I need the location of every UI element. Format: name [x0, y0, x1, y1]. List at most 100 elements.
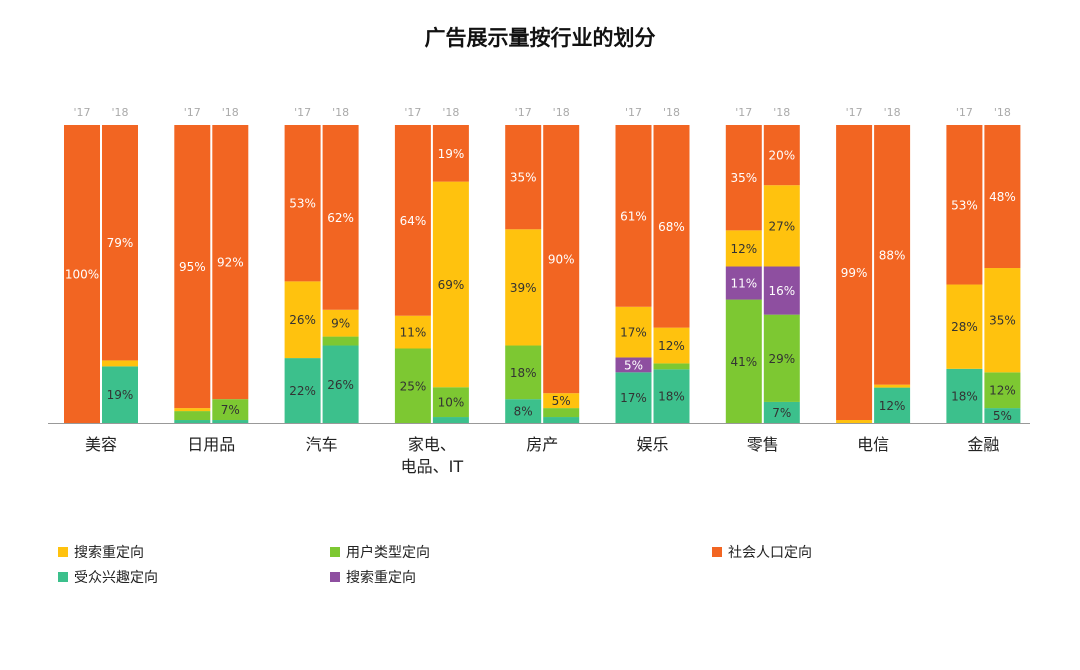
bar-segment-social	[653, 125, 690, 328]
bar-segment-search	[174, 408, 211, 412]
bar-segment-search	[836, 420, 873, 423]
bar-segment-interest	[653, 369, 690, 423]
category-label: 美容	[85, 435, 117, 454]
bar-segment-interest	[874, 387, 911, 423]
segment-value-label: 10%	[438, 396, 465, 410]
bar-segment-search	[984, 268, 1021, 373]
bar-year-label: '18	[884, 106, 901, 119]
chart-title: 广告展示量按行业的划分	[424, 26, 656, 50]
segment-value-label: 5%	[552, 394, 571, 408]
bar-segment-search	[874, 384, 911, 388]
bar-segment-social	[174, 125, 211, 409]
bar-segment-social	[984, 125, 1021, 269]
category-label: 零售	[747, 435, 779, 454]
bar-segment-search2	[763, 266, 800, 315]
bar-segment-social	[946, 125, 983, 285]
bar-year-label: '18	[773, 106, 790, 119]
bar-segment-usertype	[432, 387, 469, 418]
segment-value-label: 5%	[993, 409, 1012, 423]
category-label: 电品、IT	[401, 457, 464, 476]
category-label: 房产	[526, 435, 558, 454]
bar-year-label: '17	[294, 106, 311, 119]
bar-segment-interest	[615, 372, 652, 423]
bar-segment-search	[432, 181, 469, 388]
bar-year-label: '18	[994, 106, 1011, 119]
bar-segment-social	[322, 125, 359, 310]
segment-value-label: 11%	[730, 277, 757, 291]
segment-value-label: 18%	[951, 389, 978, 403]
bar-segment-social	[102, 125, 138, 361]
segment-value-label: 39%	[510, 281, 537, 295]
bar-segment-interest	[543, 417, 580, 423]
bar-segment-interest	[432, 417, 469, 423]
bar-segment-search	[725, 230, 762, 267]
bar-segment-social	[505, 125, 542, 230]
bar-segment-interest	[505, 399, 542, 423]
segment-value-label: 5%	[624, 358, 643, 372]
bar-segment-interest	[763, 401, 800, 423]
segment-value-label: 53%	[951, 198, 978, 212]
bar-segment-usertype	[505, 345, 542, 400]
segment-value-label: 69%	[438, 278, 465, 292]
bar-segment-usertype	[543, 408, 580, 418]
segment-value-label: 95%	[179, 260, 206, 274]
bar-segment-social	[212, 125, 249, 400]
segment-value-label: 68%	[658, 220, 685, 234]
segment-value-label: 64%	[400, 214, 427, 228]
segment-value-label: 92%	[217, 256, 244, 270]
bar-segment-search2	[725, 266, 762, 300]
bar-segment-usertype	[322, 336, 359, 346]
bar-segment-search	[394, 315, 431, 349]
bar-year-label: '17	[404, 106, 421, 119]
category-label: 汽车	[306, 435, 338, 454]
segment-value-label: 16%	[768, 284, 795, 298]
bar-segment-interest	[174, 420, 211, 423]
segment-value-label: 27%	[768, 219, 795, 233]
bar-segment-search	[946, 284, 983, 369]
bar-year-label: '17	[184, 106, 201, 119]
bar-segment-social	[64, 125, 100, 423]
segment-value-label: 62%	[327, 211, 354, 225]
bar-segment-social	[432, 125, 469, 182]
bar-segment-usertype	[763, 314, 800, 402]
segment-value-label: 12%	[879, 399, 906, 413]
bar-segment-search	[102, 360, 138, 367]
bar-segment-search	[543, 393, 580, 409]
segment-value-label: 25%	[400, 379, 427, 393]
segment-value-label: 11%	[400, 326, 427, 340]
segment-value-label: 7%	[221, 403, 240, 417]
bar-segment-usertype	[394, 348, 431, 423]
bar-segment-social	[543, 125, 580, 394]
segment-value-label: 90%	[548, 253, 575, 267]
segment-value-label: 17%	[620, 326, 647, 340]
bar-year-label: '17	[846, 106, 863, 119]
segment-value-label: 28%	[951, 320, 978, 334]
segment-value-label: 18%	[510, 366, 537, 380]
segment-value-label: 12%	[730, 242, 757, 256]
bar-segment-usertype	[984, 372, 1021, 409]
bar-year-label: '18	[553, 106, 570, 119]
segment-value-label: 48%	[989, 190, 1016, 204]
category-label: 娱乐	[636, 435, 668, 454]
segment-value-label: 61%	[620, 209, 647, 223]
bar-segment-interest	[102, 366, 138, 423]
segment-value-label: 100%	[65, 268, 99, 282]
bar-year-label: '18	[222, 106, 239, 119]
bar-year-label: '18	[332, 106, 349, 119]
category-label: 日用品	[187, 435, 235, 454]
bar-segment-search2	[615, 357, 652, 373]
bar-segment-usertype	[653, 363, 690, 370]
bar-segment-search	[653, 327, 690, 364]
bar-year-label: '17	[735, 106, 752, 119]
bar-segment-social	[874, 125, 911, 385]
segment-value-label: 88%	[879, 248, 906, 262]
segment-value-label: 53%	[289, 197, 316, 211]
bar-year-label: '18	[663, 106, 680, 119]
segment-value-label: 29%	[768, 352, 795, 366]
bar-year-label: '17	[625, 106, 642, 119]
segment-value-label: 20%	[768, 149, 795, 163]
bar-segment-usertype	[725, 299, 762, 423]
category-label: 家电、	[408, 435, 456, 454]
segment-value-label: 79%	[107, 236, 134, 250]
bar-segment-interest	[284, 358, 321, 423]
